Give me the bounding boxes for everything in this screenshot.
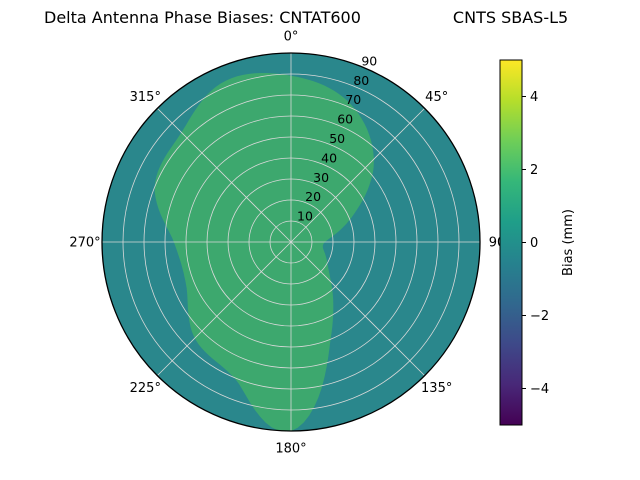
- polar-grid: [102, 53, 480, 431]
- r-tick-label: 10: [297, 209, 313, 224]
- grid-spoke: [290, 241, 425, 376]
- r-tick-label: 60: [337, 112, 353, 127]
- theta-tick-label: 225°: [130, 381, 161, 396]
- figure-title-right: CNTS SBAS-L5: [452, 8, 569, 27]
- r-tick-label: 90: [361, 53, 377, 68]
- r-tick-label: 40: [321, 150, 337, 165]
- grid-spoke: [157, 108, 292, 243]
- theta-tick-label: 270°: [69, 236, 100, 251]
- r-tick-label: 80: [353, 73, 369, 88]
- theta-tick-label: 45°: [425, 90, 448, 105]
- theta-tick-label: 0°: [284, 30, 299, 45]
- colorbar-tick-label: 0: [530, 236, 538, 251]
- theta-tick-labels: 0° 45° 90 135° 180° 225° 270° 315°: [69, 30, 505, 457]
- grid-spoke: [157, 241, 292, 376]
- r-tick-label: 70: [345, 92, 361, 107]
- colorbar-tick-label: −2: [530, 309, 549, 324]
- figure-title: Delta Antenna Phase Biases: CNTAT600 CNTS…: [44, 8, 568, 27]
- theta-tick-label: 180°: [275, 442, 306, 457]
- polar-axes-edge: [101, 52, 481, 432]
- colorbar-tick-label: −4: [530, 382, 549, 397]
- r-tick-label: 50: [329, 131, 345, 146]
- r-tick-label: 30: [313, 170, 329, 185]
- theta-tick-label: 135°: [421, 381, 452, 396]
- colorbar-gradient: [499, 59, 523, 426]
- r-tick-labels: 10 20 30 40 50 60 70 80 90: [297, 53, 377, 223]
- colorbar-tick-label: 2: [530, 163, 538, 178]
- colorbar-tick-label: 4: [530, 90, 538, 105]
- figure-title-left: Delta Antenna Phase Biases: CNTAT600: [44, 8, 361, 27]
- grid-spoke: [290, 108, 425, 243]
- r-tick-label: 20: [305, 189, 321, 204]
- theta-tick-label: 315°: [130, 90, 161, 105]
- colorbar-axis-label: Bias (mm): [561, 209, 576, 276]
- colorbar: 4 2 0 −2 −4 Bias (mm): [499, 59, 576, 426]
